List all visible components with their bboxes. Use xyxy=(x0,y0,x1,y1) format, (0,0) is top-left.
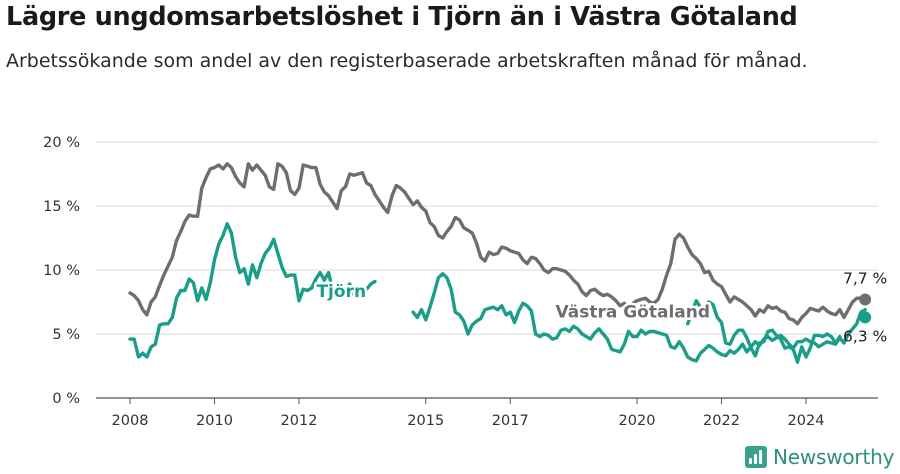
x-tick-label: 2015 xyxy=(407,413,444,429)
y-tick-label: 15 % xyxy=(43,199,80,215)
end-marker-vastra-gotaland xyxy=(859,293,872,306)
x-tick-label: 2024 xyxy=(788,413,825,429)
x-tick-label: 2010 xyxy=(196,413,233,429)
x-tick-label: 2008 xyxy=(112,413,149,429)
end-label-tjorn: 6,3 % xyxy=(843,327,887,345)
x-tick-label: 2022 xyxy=(703,413,740,429)
bar-chart-logo-icon xyxy=(745,446,767,468)
series-label-vastra-gotaland-halo: Västra Götaland xyxy=(556,302,711,322)
y-tick-label: 0 % xyxy=(52,391,80,407)
x-tick-label: 2020 xyxy=(619,413,656,429)
chart-subtitle: Arbetssökande som andel av den registerb… xyxy=(6,50,808,72)
end-marker-tjorn xyxy=(859,311,872,324)
y-axis-ticks: 0 % 5 % 10 % 15 % 20 % xyxy=(43,135,80,407)
x-tick-label: 2012 xyxy=(281,413,318,429)
series-line-tjorn xyxy=(128,222,867,364)
grid-lines xyxy=(96,141,878,399)
series-label-tjorn: Tjörn xyxy=(316,282,366,302)
y-tick-label: 20 % xyxy=(43,135,80,151)
series-label-vastra-gotaland: Västra Götaland xyxy=(556,302,711,322)
newsworthy-logo: Newsworthy xyxy=(745,444,894,470)
end-label-vastra-gotaland: 7,7 % xyxy=(843,269,887,287)
chart-title: Lägre ungdomsarbetslöshet i Tjörn än i V… xyxy=(6,2,798,32)
x-tick-label: 2017 xyxy=(492,413,529,429)
series-lines xyxy=(128,162,867,364)
x-axis-ticks: 2008 2010 2012 2015 2017 2020 2022 2024 xyxy=(112,398,825,429)
logo-text: Newsworthy xyxy=(773,445,895,469)
series-label-tjorn-halo: Tjörn xyxy=(316,282,366,302)
y-tick-label: 10 % xyxy=(43,263,80,279)
series-line-vastra-gotaland xyxy=(128,162,867,326)
y-tick-label: 5 % xyxy=(52,327,80,343)
